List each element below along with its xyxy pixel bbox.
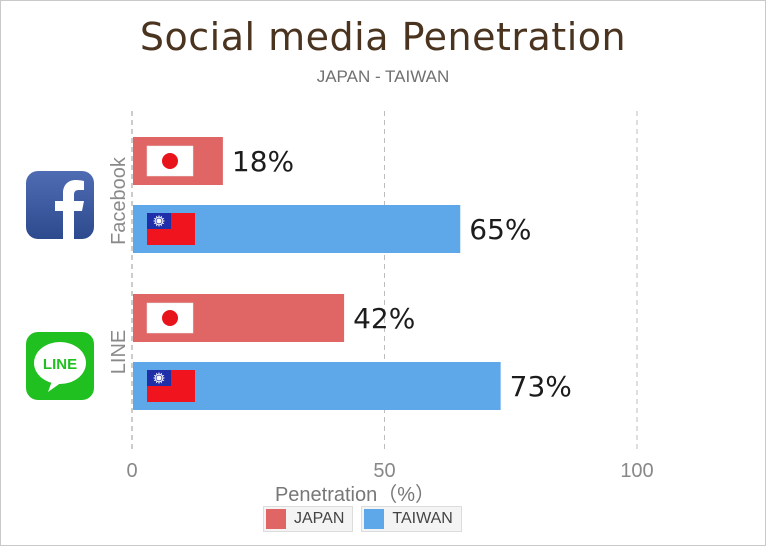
legend-swatch-japan — [266, 509, 286, 529]
japan-flag-icon — [146, 302, 194, 334]
value-label-line-japan: 42% — [353, 302, 415, 335]
value-label-line-taiwan: 73% — [510, 370, 572, 403]
bars — [133, 137, 501, 410]
category-label-facebook: Facebook — [108, 156, 130, 245]
legend-item-japan[interactable]: JAPAN — [263, 506, 354, 532]
legend-label-japan: JAPAN — [294, 510, 345, 527]
x-tick-label: 100 — [620, 460, 653, 482]
chart-subtitle: JAPAN - TAIWAN — [316, 67, 450, 86]
legend-swatch-taiwan — [364, 509, 385, 529]
value-label-facebook-taiwan: 65% — [469, 213, 531, 246]
taiwan-flag-icon — [147, 370, 195, 402]
category-labels: Facebook LINE — [108, 156, 130, 374]
x-axis-label: Penetration（%） — [275, 483, 435, 506]
facebook-logo-icon — [26, 171, 94, 239]
line-logo-icon: LINE — [26, 332, 94, 400]
taiwan-flag-icon — [147, 213, 195, 245]
value-labels: 18% 65% 42% 73% — [232, 145, 572, 403]
legend: JAPAN TAIWAN — [263, 506, 462, 532]
value-label-facebook-japan: 18% — [232, 145, 294, 178]
svg-text:LINE: LINE — [43, 356, 77, 373]
japan-flag-icon — [146, 145, 194, 177]
legend-label-taiwan: TAIWAN — [392, 510, 453, 527]
x-tick-label: 50 — [373, 460, 395, 482]
chart-title: Social media Penetration — [139, 15, 627, 59]
x-tick-label: 0 — [126, 460, 137, 482]
legend-item-taiwan[interactable]: TAIWAN — [361, 506, 462, 532]
flags — [146, 145, 195, 402]
x-axis-ticks: 0 50 100 — [126, 460, 653, 482]
category-label-line: LINE — [108, 330, 130, 374]
